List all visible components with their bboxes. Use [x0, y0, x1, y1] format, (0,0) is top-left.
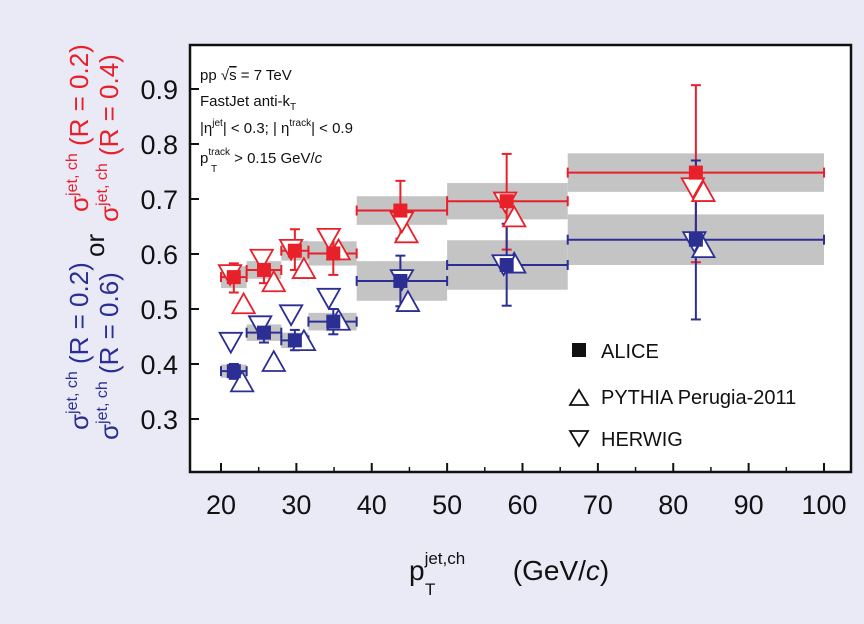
- y-tick-label: 0.7: [140, 185, 178, 215]
- x-tick-label: 80: [658, 490, 688, 520]
- pythia-marker-red: [690, 179, 717, 202]
- x-tick-label: 50: [432, 490, 462, 520]
- herwig-marker-blue: [316, 287, 342, 311]
- y-axis-label: σjet, ch (R = 0.2) σjet, ch (R = 0.6) or…: [64, 44, 124, 440]
- plot-frame: [188, 43, 853, 474]
- alice-marker-blue: [688, 232, 703, 247]
- legend: ALICE PYTHIA Perugia-2011 HERWIG: [568, 341, 796, 451]
- alice-marker-red: [256, 262, 271, 277]
- alice-marker-red: [287, 243, 302, 258]
- x-tick-label: 20: [206, 490, 236, 520]
- x-tick-label: 90: [734, 490, 764, 520]
- annotation-line-1: pp √s = 7 TeV: [200, 67, 292, 84]
- x-tick-label: 60: [507, 490, 537, 520]
- legend-label-pythia: PYTHIA Perugia-2011: [601, 387, 796, 409]
- alice-marker-blue: [326, 314, 341, 329]
- alice-marker-blue: [226, 364, 241, 379]
- annotation-line-4: ptrack T > 0.15 GeV/c: [200, 147, 323, 175]
- legend-triangle-up-marker: [568, 388, 590, 406]
- y-label-blue-bottom: σjet, ch (R = 0.6): [94, 272, 124, 440]
- pythia-marker-red: [393, 220, 420, 244]
- annotation-line-2: FastJet anti-kT: [200, 93, 296, 113]
- alice-marker-red: [688, 165, 703, 180]
- x-tick-label: 40: [357, 490, 387, 520]
- annotation-line-3: |ηjet| < 0.3; | ηtrack| < 0.9: [200, 118, 353, 137]
- y-tick-label: 0.6: [140, 240, 178, 270]
- legend-label-alice: ALICE: [601, 341, 659, 363]
- herwig-marker-red: [316, 227, 342, 251]
- alice-marker-red: [326, 246, 341, 261]
- y-label-red-top: σjet, ch (R = 0.2): [64, 44, 94, 212]
- y-label-blue-top: σjet, ch (R = 0.2): [64, 262, 94, 430]
- herwig-marker-blue: [278, 304, 304, 327]
- alice-marker-red: [393, 203, 408, 218]
- y-tick-label: 0.9: [140, 75, 178, 105]
- y-tick-label: 0.5: [140, 295, 178, 325]
- pythia-marker-blue: [229, 369, 255, 393]
- pythia-marker-red: [230, 291, 257, 315]
- alice-marker-blue: [287, 333, 302, 348]
- pythia-marker-red: [261, 269, 287, 293]
- legend-triangle-down-marker: [568, 430, 590, 448]
- pythia-marker-blue: [395, 289, 421, 312]
- pythia-marker-blue: [261, 349, 287, 372]
- x-tick-label: 30: [281, 490, 311, 520]
- x-axis-label: pjet,ch T (GeV/c): [409, 549, 609, 599]
- x-tick-label: 100: [801, 490, 846, 520]
- y-label-red-bottom: σjet, ch (R = 0.4): [94, 54, 124, 222]
- y-label-or: or: [80, 234, 110, 257]
- y-tick-label: 0.8: [140, 130, 178, 160]
- herwig-marker-blue: [218, 331, 244, 355]
- legend-square-marker: [572, 343, 586, 357]
- alice-marker-red: [499, 194, 514, 209]
- x-tick-label: 70: [583, 490, 613, 520]
- axis-ticks: 20 30 40 50 60 70 80 90 100 0.3 0.4 0.5 0.6 0.7 0.8 0.9: [140, 75, 846, 520]
- alice-markers: [226, 165, 703, 379]
- y-tick-label: 0.3: [140, 405, 178, 435]
- annotation-block: pp √s = 7 TeV FastJet anti-kT |ηjet| < 0…: [200, 67, 353, 175]
- y-tick-label: 0.4: [140, 350, 178, 380]
- alice-marker-red: [226, 270, 241, 285]
- legend-label-herwig: HERWIG: [601, 429, 683, 451]
- herwig-marker-red: [249, 248, 275, 272]
- alice-marker-blue: [499, 258, 514, 272]
- pythia-marker-red: [291, 256, 317, 279]
- pythia-marker-red: [501, 204, 527, 228]
- alice-marker-blue: [393, 273, 408, 288]
- alice-marker-blue: [256, 325, 271, 340]
